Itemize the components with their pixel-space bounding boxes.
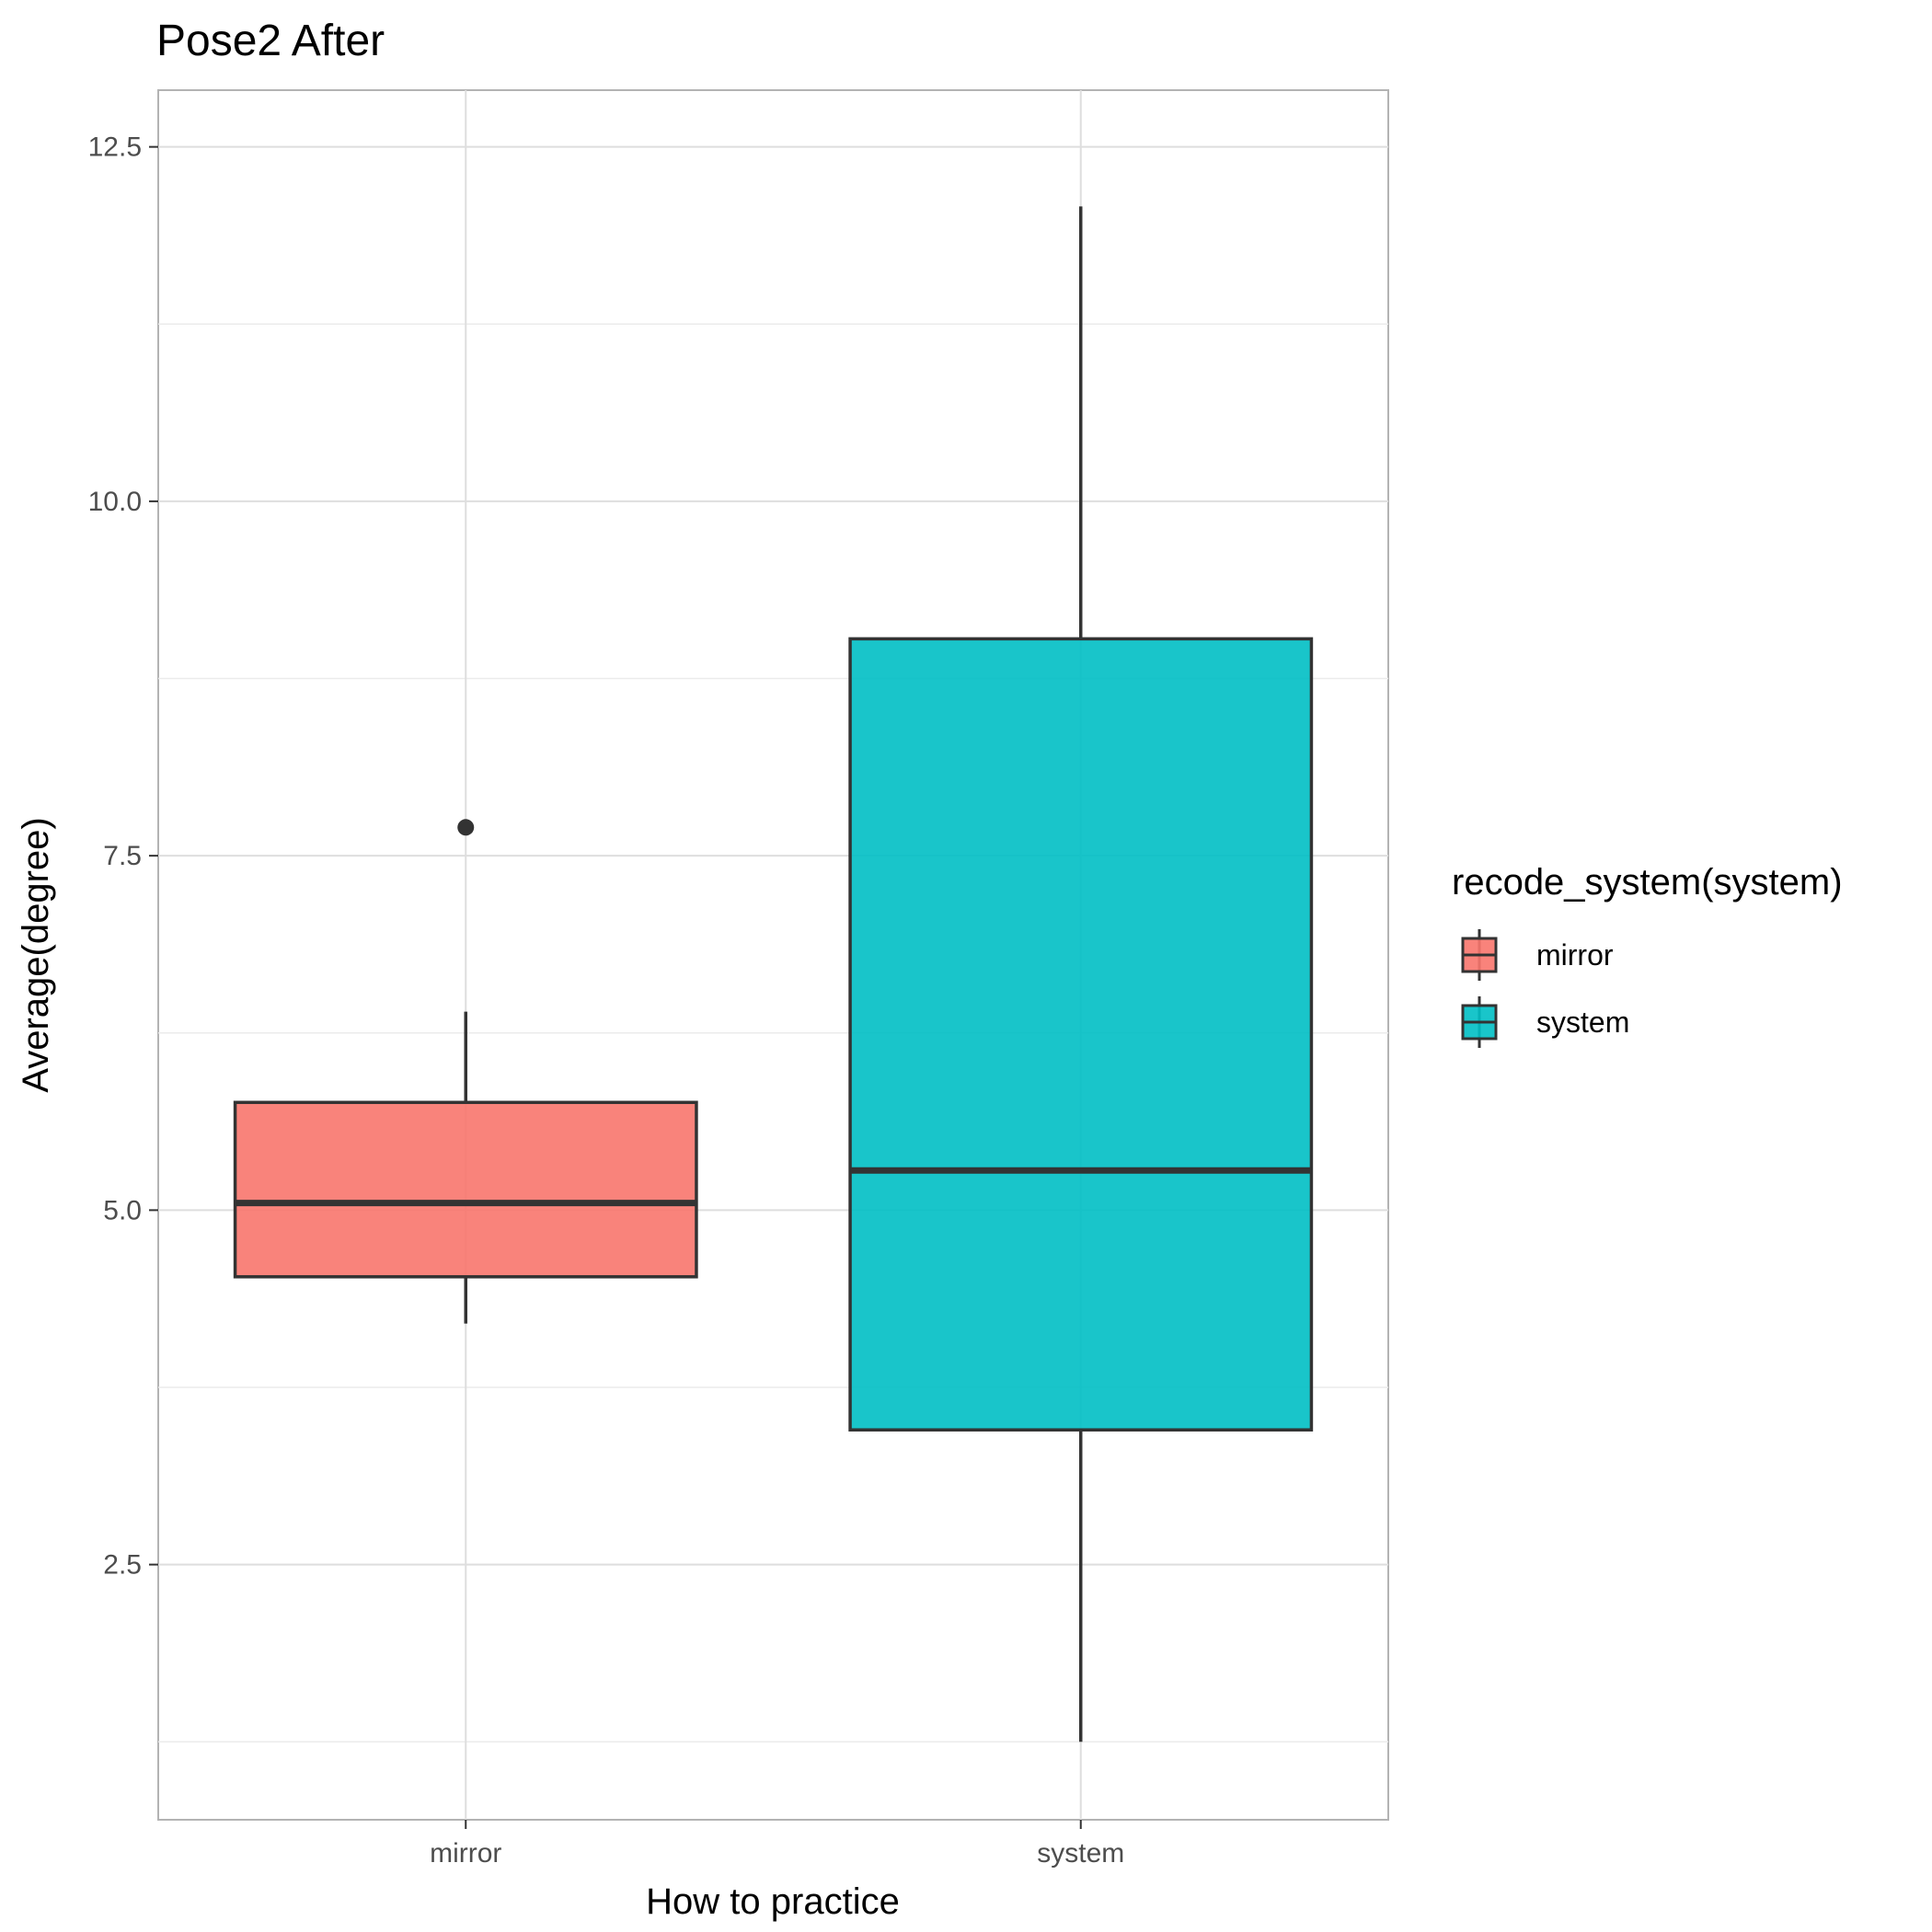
chart-title: Pose2 After <box>156 17 385 65</box>
legend-key-mirror: mirror <box>1461 929 1614 981</box>
y-tick-label: 10.0 <box>88 487 142 517</box>
x-tick-label: system <box>1037 1838 1124 1869</box>
axes: 2.5 5.0 7.5 10.0 12.5 mirror system <box>88 132 1125 1869</box>
legend-label: mirror <box>1536 938 1614 972</box>
legend-label: system <box>1536 1006 1629 1039</box>
box-series <box>233 206 1314 1742</box>
box-system <box>848 206 1314 1742</box>
legend-keys: mirror system <box>1461 929 1629 1048</box>
y-tick-label: 7.5 <box>103 841 142 871</box>
box-mirror <box>233 819 698 1324</box>
y-axis-title: Average(degree) <box>16 817 56 1092</box>
x-tick-label: mirror <box>430 1838 501 1869</box>
legend: recode_system(system) mirror system <box>1452 862 1843 1048</box>
legend-title: recode_system(system) <box>1452 862 1843 903</box>
legend-key-system: system <box>1461 996 1629 1048</box>
outlier-point <box>457 819 475 836</box>
interquartile-box <box>233 1100 698 1279</box>
y-tick-label: 2.5 <box>103 1550 142 1581</box>
interquartile-box <box>848 637 1314 1432</box>
y-tick-label: 5.0 <box>103 1195 142 1225</box>
x-axis-title: How to practice <box>646 1881 900 1922</box>
y-tick-label: 12.5 <box>88 132 142 163</box>
